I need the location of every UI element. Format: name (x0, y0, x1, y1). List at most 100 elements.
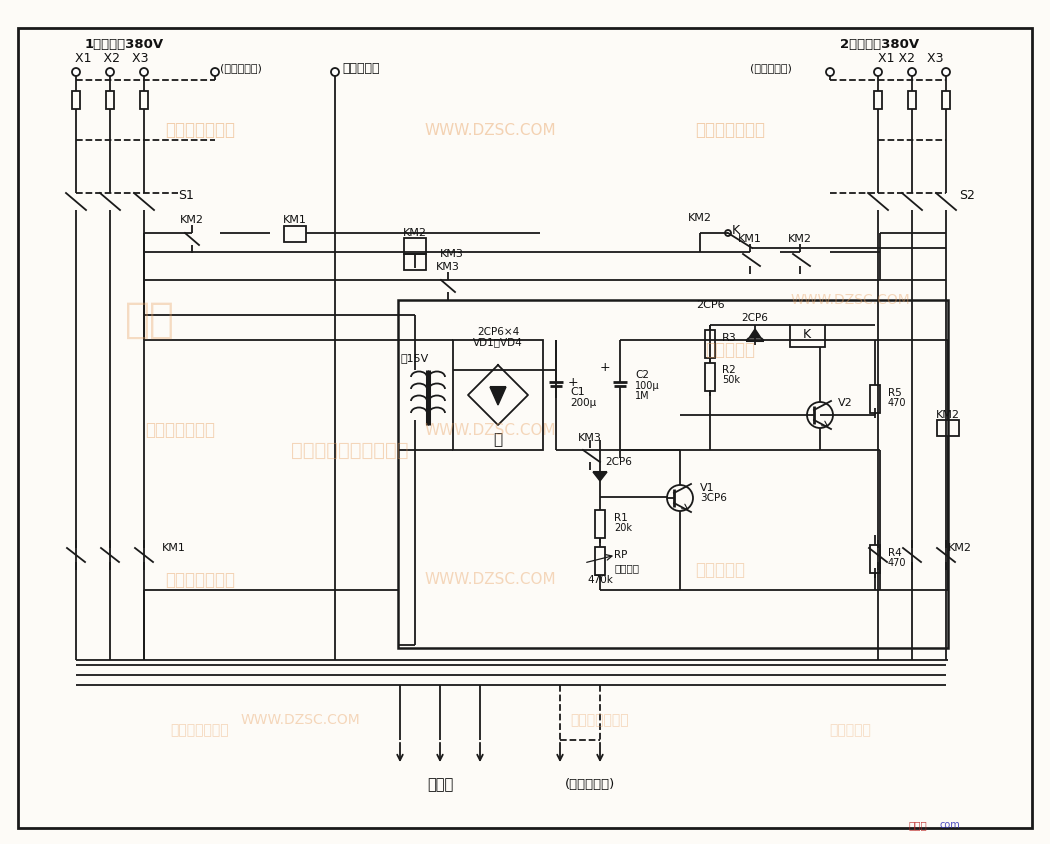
Text: R2: R2 (722, 365, 736, 375)
Text: 维库电子市场网: 维库电子市场网 (695, 121, 765, 139)
Bar (870, 545, 880, 573)
Bar (870, 385, 880, 413)
Bar (595, 547, 605, 575)
Text: KM3: KM3 (436, 262, 460, 272)
Text: KM1: KM1 (738, 234, 762, 244)
Bar (140, 91, 148, 109)
Text: KM1: KM1 (162, 543, 186, 553)
Text: KM2: KM2 (180, 215, 204, 225)
Text: 维库电子市场网: 维库电子市场网 (145, 421, 215, 439)
Text: 2CP6×4: 2CP6×4 (477, 327, 519, 337)
Text: 维库电子市场网: 维库电子市场网 (165, 121, 235, 139)
Text: WWW.DZSC.COM: WWW.DZSC.COM (424, 572, 555, 587)
Text: 维库: 维库 (125, 299, 175, 341)
Text: X1 X2   X3: X1 X2 X3 (878, 51, 944, 64)
Circle shape (942, 68, 950, 76)
Bar (106, 91, 114, 109)
Text: com: com (940, 820, 961, 830)
Text: R3: R3 (722, 333, 737, 343)
Text: 20k: 20k (614, 523, 632, 533)
Text: C1: C1 (570, 387, 585, 397)
Bar (705, 330, 715, 358)
Circle shape (331, 68, 339, 76)
Text: R5: R5 (888, 388, 902, 398)
Text: 470: 470 (888, 558, 906, 568)
Text: KM2: KM2 (403, 228, 427, 238)
Text: KM2: KM2 (948, 543, 972, 553)
Bar (404, 238, 426, 254)
Text: 接双路零线: 接双路零线 (342, 62, 379, 74)
Text: 电子市场网: 电子市场网 (830, 723, 870, 737)
Text: K: K (803, 327, 811, 340)
Text: R4: R4 (888, 548, 902, 558)
Bar (72, 91, 80, 109)
Bar (790, 325, 825, 347)
Text: WWW.DZSC.COM: WWW.DZSC.COM (240, 713, 360, 727)
Text: KM2: KM2 (936, 410, 960, 420)
Bar (595, 510, 605, 538)
Text: S1: S1 (178, 188, 194, 202)
Text: ～: ～ (494, 432, 503, 447)
Text: X1   X2   X3: X1 X2 X3 (75, 51, 148, 64)
Bar (398, 300, 948, 648)
Text: KM3: KM3 (579, 433, 602, 443)
Polygon shape (490, 387, 506, 405)
Circle shape (106, 68, 114, 76)
Text: 调延时间: 调延时间 (614, 563, 639, 573)
Text: 维库电子市场网: 维库电子市场网 (171, 723, 229, 737)
Bar (908, 91, 916, 109)
Circle shape (874, 68, 882, 76)
Text: WWW.DZSC.COM: WWW.DZSC.COM (791, 293, 910, 307)
Text: 接负载: 接负载 (427, 777, 454, 793)
Bar (942, 91, 950, 109)
Text: 杭州将来技术有限公司: 杭州将来技术有限公司 (291, 441, 408, 459)
Text: S2: S2 (959, 188, 974, 202)
Text: 接线图: 接线图 (908, 820, 927, 830)
Text: 电子市场网: 电子市场网 (705, 341, 755, 359)
Text: 2CP6: 2CP6 (696, 300, 724, 310)
Text: K: K (732, 224, 740, 236)
Polygon shape (593, 472, 607, 481)
Bar (284, 226, 306, 242)
Text: 2CP6: 2CP6 (605, 457, 632, 467)
Circle shape (908, 68, 916, 76)
Circle shape (724, 230, 731, 236)
Text: (接单相负载): (接单相负载) (565, 778, 615, 792)
Text: V2: V2 (838, 398, 853, 408)
Text: (接单相相线): (接单相相线) (750, 63, 792, 73)
Text: 470: 470 (888, 398, 906, 408)
Circle shape (211, 68, 219, 76)
Text: C2: C2 (635, 370, 649, 380)
Text: +: + (568, 376, 579, 388)
Text: 电子市场网: 电子市场网 (695, 561, 746, 579)
Text: KM3: KM3 (440, 249, 464, 259)
Text: KM2: KM2 (788, 234, 812, 244)
Text: RP: RP (614, 550, 628, 560)
Text: 2CP6: 2CP6 (741, 313, 769, 323)
Text: 200μ: 200μ (570, 398, 596, 408)
Text: 1M: 1M (635, 391, 650, 401)
Text: 470k: 470k (587, 575, 613, 585)
Circle shape (826, 68, 834, 76)
Text: 维库电子市场网: 维库电子市场网 (571, 713, 629, 727)
Text: +: + (600, 360, 610, 374)
Bar (404, 254, 426, 270)
Text: 3CP6: 3CP6 (700, 493, 727, 503)
Polygon shape (749, 329, 761, 338)
Text: 维库电子市场网: 维库电子市场网 (165, 571, 235, 589)
Bar (874, 91, 882, 109)
Text: 2号电源～380V: 2号电源～380V (840, 37, 919, 51)
Text: KM2: KM2 (688, 213, 712, 223)
Text: R1: R1 (614, 513, 628, 523)
Bar (453, 340, 543, 450)
Text: 100μ: 100μ (635, 381, 659, 391)
Text: (接单相相线): (接单相相线) (220, 63, 261, 73)
Text: WWW.DZSC.COM: WWW.DZSC.COM (424, 122, 555, 138)
Circle shape (72, 68, 80, 76)
Text: V1: V1 (700, 483, 715, 493)
Text: KM1: KM1 (284, 215, 307, 225)
Text: 1号电源～380V: 1号电源～380V (85, 37, 164, 51)
Text: 50k: 50k (722, 375, 740, 385)
Circle shape (140, 68, 148, 76)
Text: WWW.DZSC.COM: WWW.DZSC.COM (424, 423, 555, 437)
